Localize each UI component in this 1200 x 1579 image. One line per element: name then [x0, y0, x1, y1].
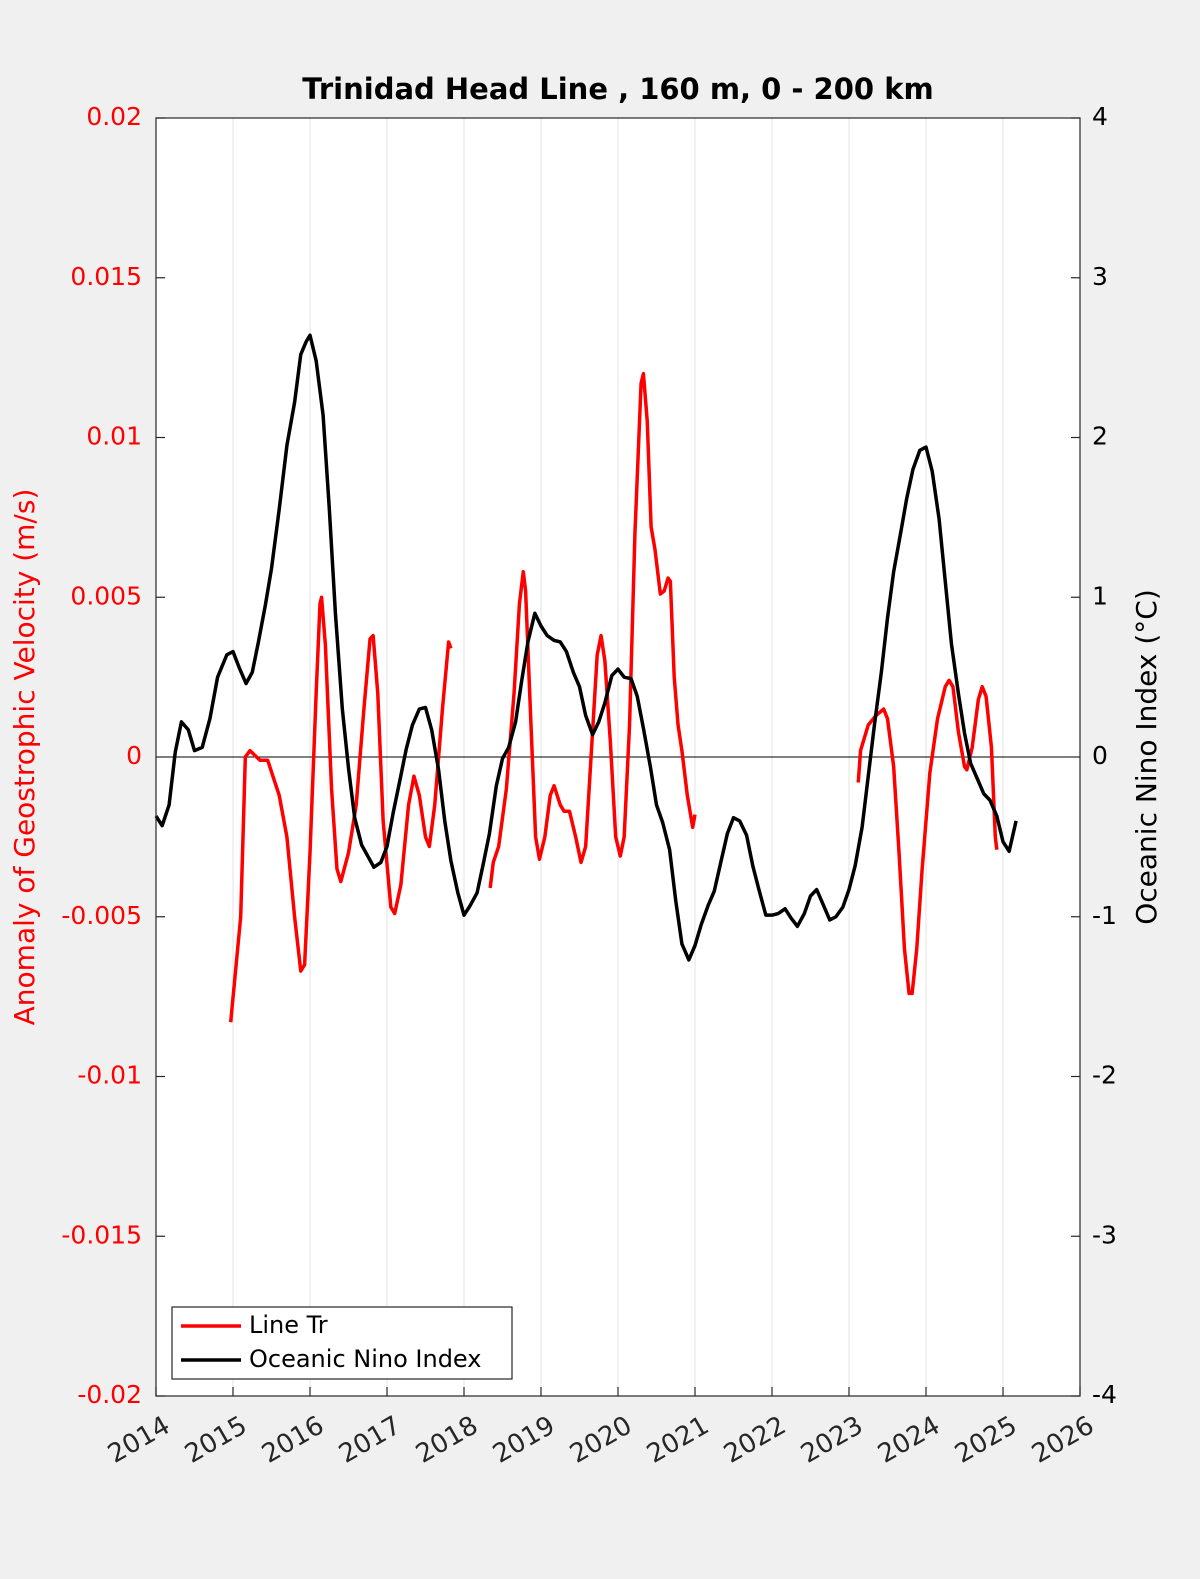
y2-tick-label: 4 [1092, 102, 1108, 131]
series-line [228, 371, 999, 1023]
y2-tick-label: -1 [1092, 901, 1117, 930]
y-tick-label: -0.01 [77, 1061, 142, 1090]
legend-box [171, 1306, 513, 1380]
y2-tick-label: -3 [1092, 1220, 1117, 1249]
y2-tick-label: 3 [1092, 262, 1108, 291]
y-axis-label: Anomaly of Geostrophic Velocity (m/s) [8, 489, 41, 1026]
y2-axis-label: Oceanic Nino Index (°C) [1130, 589, 1163, 925]
y2-tick-label: -4 [1092, 1380, 1117, 1409]
y-tick-label: 0.01 [86, 422, 142, 451]
y-tick-label: 0 [126, 741, 142, 770]
y2-tick-label: 0 [1092, 741, 1108, 770]
series-line [154, 333, 1018, 962]
y-tick-label: -0.015 [61, 1220, 142, 1249]
chart-title: Trinidad Head Line , 160 m, 0 - 200 km [302, 72, 933, 106]
y2-tick-label: 2 [1092, 422, 1108, 451]
y-tick-label: -0.005 [61, 901, 142, 930]
legend-label: Line Tr [249, 1311, 328, 1339]
y-tick-label: 0.005 [70, 581, 142, 610]
lines [154, 333, 1018, 1023]
y-tick-label: 0.015 [70, 262, 142, 291]
y-tick-label: 0.02 [86, 102, 142, 131]
y-tick-label: -0.02 [77, 1380, 142, 1409]
y2-tick-label: -2 [1092, 1061, 1117, 1090]
legend-label: Oceanic Nino Index [249, 1345, 481, 1373]
y2-tick-label: 1 [1092, 581, 1108, 610]
